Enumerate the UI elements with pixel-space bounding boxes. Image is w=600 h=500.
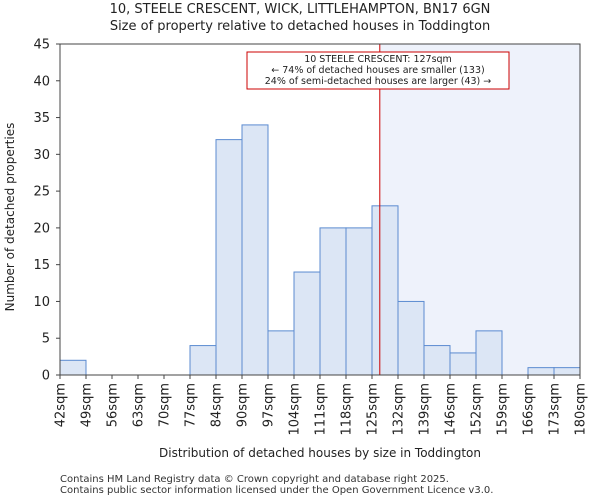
x-tick-label: 104sqm [288,383,303,436]
x-tick-label: 146sqm [444,383,459,436]
footer-licence: Contains public sector information licen… [60,485,494,496]
x-tick-label: 49sqm [80,383,95,427]
x-tick-label: 63sqm [132,383,147,427]
bar-111sqm [319,227,347,376]
bar-77sqm [189,345,217,376]
bar-104sqm [293,271,321,376]
x-tick-label: 132sqm [392,383,407,436]
y-tick-label: 35 [33,111,50,126]
x-tick-label: 118sqm [340,383,355,436]
x-tick-label: 70sqm [158,383,173,427]
annotation-line-3: 24% of semi-detached houses are larger (… [265,76,492,87]
bar-146sqm [449,352,477,376]
annotation-line-2: ← 74% of detached houses are smaller (13… [271,65,484,76]
x-tick-label: 159sqm [496,383,511,436]
y-axis-label: Number of detached properties [3,123,17,312]
x-axis-label: Distribution of detached houses by size … [159,446,481,460]
x-tick-label: 111sqm [314,383,329,436]
y-tick-label: 30 [33,148,50,163]
y-tick-label: 40 [33,74,50,89]
bar-97sqm [267,330,295,376]
bar-152sqm [475,330,503,376]
y-tick-label: 15 [33,258,50,273]
y-tick-label: 45 [33,38,50,53]
footer-copyright: Contains HM Land Registry data © Crown c… [60,474,449,485]
x-tick-label: 173sqm [548,383,563,436]
x-tick-label: 152sqm [470,383,485,436]
chart-subtitle: Size of property relative to detached ho… [109,19,491,34]
bar-166sqm [527,367,555,376]
x-tick-label: 84sqm [210,383,225,427]
bar-125sqm [371,205,399,376]
x-tick-label: 125sqm [366,383,381,436]
x-tick-label: 180sqm [574,383,589,436]
x-tick-label: 139sqm [418,383,433,436]
x-tick-label: 42sqm [54,383,69,427]
chart-title: 10, STEELE CRESCENT, WICK, LITTLEHAMPTON… [109,2,491,17]
x-tick-label: 166sqm [522,383,537,436]
bar-84sqm [215,139,243,376]
x-tick-label: 97sqm [262,383,277,427]
x-tick-label: 56sqm [106,383,121,427]
bar-118sqm [345,227,373,376]
annotation-box [246,51,510,90]
y-tick-label: 5 [42,332,50,347]
annotation-line-1: 10 STEELE CRESCENT: 127sqm [304,54,452,65]
bar-173sqm [553,367,581,376]
bar-132sqm [397,300,425,376]
y-tick-label: 25 [33,185,50,200]
y-tick-label: 10 [33,295,50,310]
bar-90sqm [241,124,269,376]
bar-42sqm [59,359,87,376]
y-tick-label: 0 [42,369,50,384]
x-tick-label: 90sqm [236,383,251,427]
bar-139sqm [423,345,451,376]
x-tick-label: 77sqm [184,383,199,427]
marker-annotation: 10 STEELE CRESCENT: 127sqm ← 74% of deta… [246,51,510,90]
y-tick-label: 20 [33,221,50,236]
